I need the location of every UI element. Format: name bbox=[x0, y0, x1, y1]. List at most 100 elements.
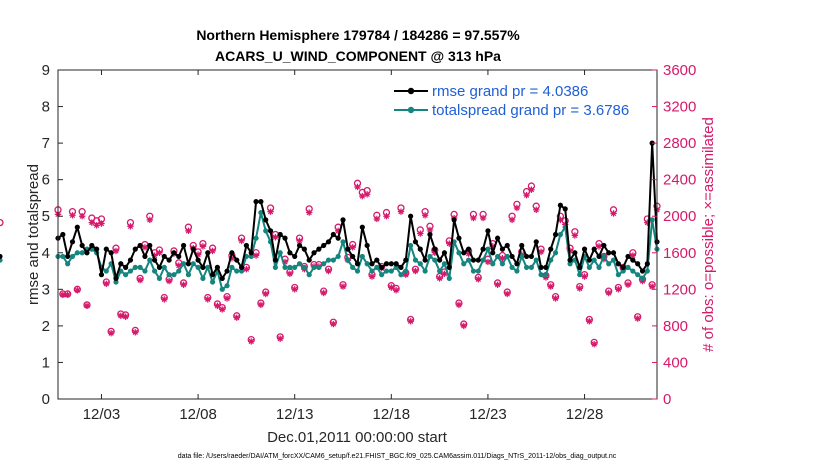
totalspread-point-80 bbox=[441, 261, 448, 267]
rmse-point-11 bbox=[108, 250, 114, 256]
rmse-point-44 bbox=[267, 228, 274, 234]
rmse-point-109 bbox=[581, 246, 588, 252]
totalspread-point-34 bbox=[219, 286, 225, 292]
x-tick-label-5: 12/28 bbox=[566, 406, 604, 423]
obs-assimilated-point-21 bbox=[156, 249, 163, 256]
obs-assimilated-point-103 bbox=[552, 295, 559, 302]
obs-assimilated-point-92 bbox=[499, 255, 506, 262]
y-right-tick-label-1: 400 bbox=[663, 354, 688, 371]
totalspread-point-93 bbox=[504, 253, 510, 260]
obs-assimilated-point-29 bbox=[194, 251, 202, 258]
rmse-point-101 bbox=[543, 264, 549, 270]
rmse-point-72 bbox=[403, 257, 409, 263]
rmse-point-83 bbox=[456, 235, 462, 241]
rmse-point-57 bbox=[330, 231, 336, 238]
totalspread-point-122 bbox=[644, 268, 650, 274]
obs-assimilated-point-72 bbox=[402, 271, 410, 278]
rmse-point-20 bbox=[152, 257, 158, 263]
totalspread-point-62 bbox=[354, 268, 361, 274]
rmse-point-37 bbox=[234, 257, 240, 263]
rmse-point-119 bbox=[630, 257, 636, 263]
rmse-point-16 bbox=[132, 246, 138, 252]
x-axis-label: Dec.01,2011 00:00:00 start bbox=[267, 429, 448, 446]
x-tick-label-2: 12/13 bbox=[276, 406, 314, 423]
obs-assimilated-point-114 bbox=[605, 289, 612, 297]
totalspread-point-94 bbox=[509, 264, 515, 270]
rmse-point-96 bbox=[519, 242, 525, 249]
totalspread-point-73 bbox=[408, 242, 414, 249]
rmse-point-34 bbox=[219, 275, 225, 281]
obs-assimilated-point-68 bbox=[383, 213, 390, 220]
rmse-point-121 bbox=[639, 268, 646, 274]
obs-assimilated-point-122 bbox=[644, 219, 651, 226]
totalspread-point-123 bbox=[649, 217, 655, 223]
obs-assimilated-point-41 bbox=[252, 252, 260, 259]
rmse-point-42 bbox=[258, 199, 264, 205]
totalspread-point-19 bbox=[147, 257, 153, 263]
totalspread-point-28 bbox=[190, 261, 196, 267]
totalspread-point-16 bbox=[132, 264, 138, 270]
rmse-point-87 bbox=[475, 257, 481, 263]
totalspread-point-60 bbox=[345, 257, 351, 263]
totalspread-point-59 bbox=[340, 239, 346, 245]
totalspread-point-14 bbox=[123, 272, 129, 278]
totalspread-point-74 bbox=[412, 257, 419, 263]
totalspread-point-75 bbox=[417, 261, 423, 267]
totalspread-point-22 bbox=[161, 264, 167, 270]
obs-assimilated-point-27 bbox=[185, 227, 192, 235]
obs-assimilated-point-44 bbox=[267, 208, 274, 215]
totalspread-point-68 bbox=[383, 268, 390, 274]
totalspread-point-120 bbox=[635, 272, 641, 278]
totalspread-point-4 bbox=[74, 250, 80, 256]
y-left-tick-label-7: 7 bbox=[42, 135, 50, 152]
obs-assimilated-point-89 bbox=[484, 258, 492, 266]
legend: rmse grand pr = 4.0386 totalspread grand… bbox=[394, 83, 629, 119]
x-tick-label-4: 12/23 bbox=[469, 406, 507, 423]
totalspread-point-104 bbox=[557, 231, 563, 238]
totalspread-point-112 bbox=[596, 264, 602, 270]
rmse-point-29 bbox=[195, 257, 201, 263]
obs-assimilated-point-101 bbox=[542, 274, 550, 281]
rmse-point-55 bbox=[321, 242, 327, 249]
rmse-point-95 bbox=[514, 261, 520, 267]
obs-assimilated-point-95 bbox=[513, 204, 521, 212]
totalspread-point-88 bbox=[480, 257, 486, 263]
rmse-point-75 bbox=[417, 246, 423, 252]
obs-assimilated-point-80 bbox=[441, 270, 448, 277]
obs-possible-point-125 bbox=[0, 218, 4, 227]
totalspread-point-64 bbox=[364, 261, 370, 267]
chart-title-line-2: ACARS_U_WIND_COMPONENT @ 313 hPa bbox=[215, 48, 501, 64]
rmse-point-45 bbox=[272, 257, 278, 263]
obs-assimilated-point-62 bbox=[354, 183, 361, 191]
totalspread-point-89 bbox=[485, 246, 491, 252]
obs-assimilated-point-87 bbox=[475, 276, 482, 283]
left-axis-label: rmse and totalspread bbox=[25, 164, 42, 305]
y-right-tick-label-2: 800 bbox=[663, 318, 688, 335]
totalspread-point-83 bbox=[456, 250, 462, 256]
y-right-tick-label-0: 0 bbox=[663, 391, 671, 408]
y-left-tick-label-0: 0 bbox=[42, 391, 50, 408]
rmse-point-58 bbox=[335, 235, 341, 241]
obs-assimilated-point-14 bbox=[122, 313, 129, 320]
totalspread-point-53 bbox=[311, 264, 317, 270]
totalspread-point-84 bbox=[461, 261, 467, 267]
obs-assimilated-point-84 bbox=[460, 322, 467, 330]
obs-assimilated-point-98 bbox=[528, 186, 535, 193]
obs-assimilated-point-97 bbox=[523, 192, 530, 199]
obs-assimilated-point-104 bbox=[557, 216, 564, 224]
obs-assimilated-point-74 bbox=[412, 267, 419, 275]
totalspread-point-25 bbox=[176, 268, 182, 274]
totalspread-point-101 bbox=[543, 272, 549, 278]
rmse-point-35 bbox=[224, 268, 230, 274]
obs-assimilated-point-39 bbox=[243, 266, 250, 273]
rmse-point-82 bbox=[451, 217, 457, 223]
obs-assimilated-point-46 bbox=[277, 335, 284, 342]
y-left-tick-label-8: 8 bbox=[42, 99, 50, 116]
obs-assimilated-point-121 bbox=[639, 277, 646, 285]
obs-assimilated-point-100 bbox=[537, 248, 545, 256]
obs-assimilated-point-38 bbox=[238, 237, 245, 245]
rmse-point-69 bbox=[388, 261, 394, 267]
rmse-point-47 bbox=[282, 235, 288, 241]
obs-assimilated-point-78 bbox=[431, 249, 438, 256]
obs-assimilated-point-47 bbox=[281, 258, 289, 266]
